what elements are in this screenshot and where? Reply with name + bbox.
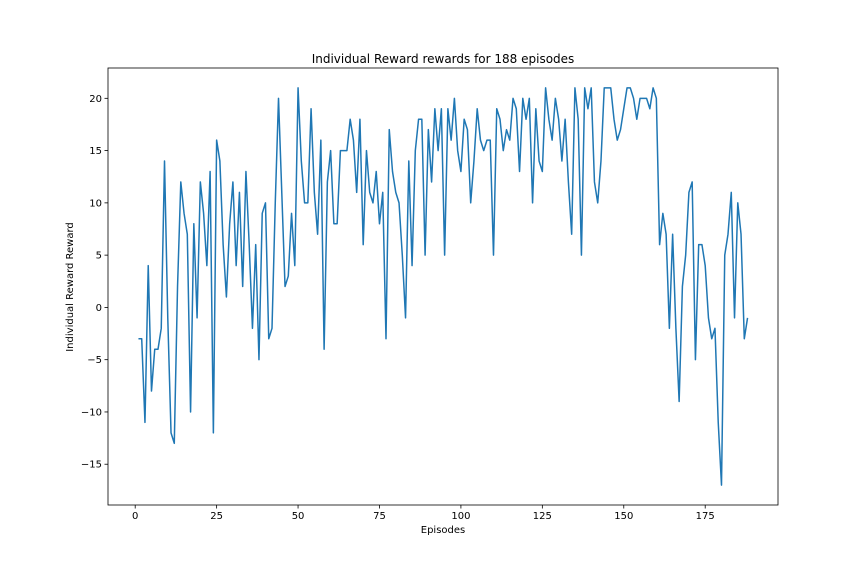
y-tick-label: 20 xyxy=(89,94,102,105)
y-tick-label: −15 xyxy=(81,460,102,471)
y-tick-label: −5 xyxy=(87,355,102,366)
x-tick-label: 50 xyxy=(292,511,305,522)
y-tick-label: 10 xyxy=(89,198,102,209)
y-tick-label: 5 xyxy=(96,251,102,262)
x-tick-label: 175 xyxy=(696,511,715,522)
x-tick-label: 25 xyxy=(210,511,223,522)
x-axis-label: Episodes xyxy=(421,525,465,536)
y-tick-label: 15 xyxy=(89,146,102,157)
x-tick-label: 150 xyxy=(614,511,633,522)
plot-frame xyxy=(107,67,779,506)
x-tick-label: 125 xyxy=(533,511,552,522)
x-tick-label: 0 xyxy=(132,511,138,522)
y-tick-label: 0 xyxy=(96,303,102,314)
x-tick-label: 75 xyxy=(373,511,386,522)
y-tick-label: −10 xyxy=(81,407,102,418)
line-series xyxy=(138,87,749,486)
chart-title: Individual Reward rewards for 188 episod… xyxy=(312,52,575,66)
y-axis-label: Individual Reward Reward xyxy=(65,222,76,352)
x-tick-label: 100 xyxy=(451,511,470,522)
